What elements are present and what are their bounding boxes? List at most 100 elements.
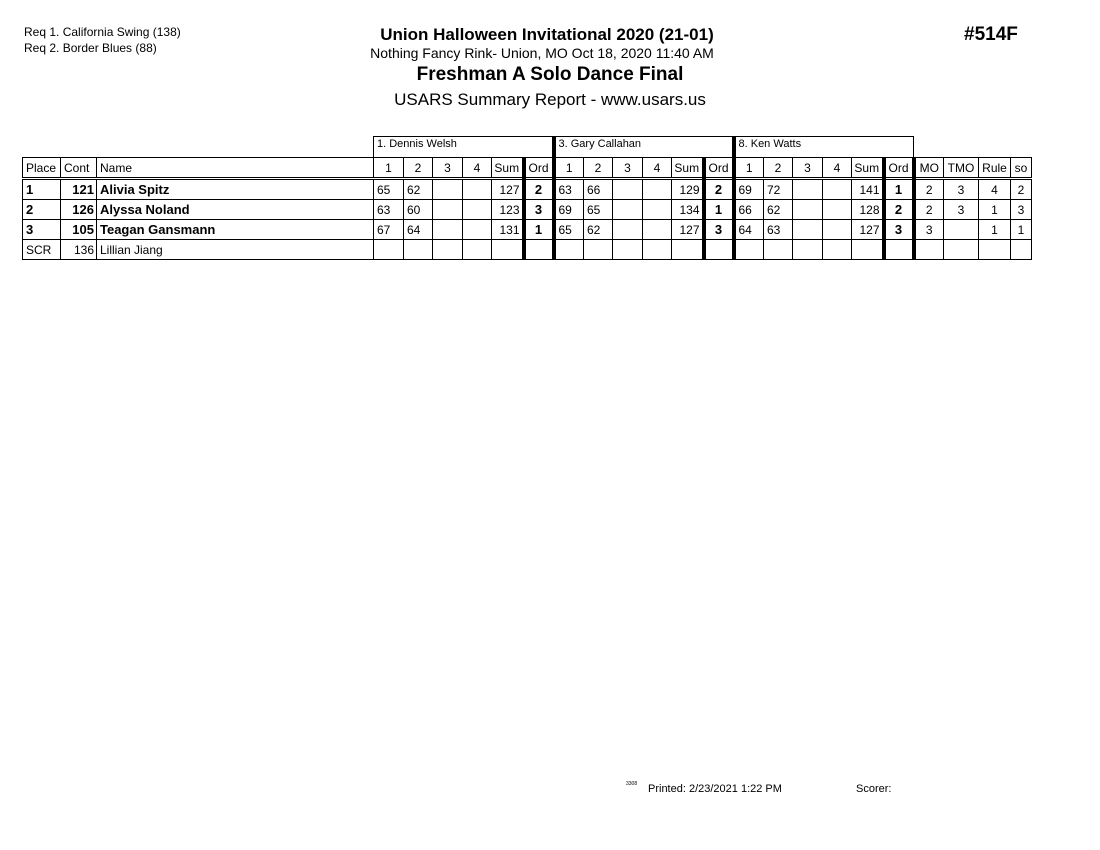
mark-cell (792, 219, 823, 240)
header-rule: Rule (978, 157, 1011, 180)
header-mark: 4 (642, 157, 672, 180)
mark-cell (432, 219, 463, 240)
mo-cell (911, 239, 944, 260)
so-cell: 2 (1010, 178, 1032, 200)
mo-cell: 2 (911, 178, 944, 200)
mark-cell: 65 (583, 199, 613, 220)
cont-cell: 121 (60, 178, 97, 200)
sum-cell: 127 (671, 219, 704, 240)
mark-cell: 64 (403, 219, 433, 240)
mo-cell: 3 (911, 219, 944, 240)
ordinal-cell (701, 239, 734, 260)
header-name: Name (96, 157, 374, 180)
place-cell: 2 (22, 199, 61, 220)
ordinal-cell: 2 (701, 178, 734, 200)
results-table: 1. Dennis Welsh 3. Gary Callahan 8. Ken Wa… (22, 136, 1032, 260)
ordinal-cell: 3 (881, 219, 914, 240)
mark-cell (642, 239, 672, 260)
header-so: so (1010, 157, 1032, 180)
ordinal-cell: 2 (521, 178, 554, 200)
rule-cell (978, 239, 1011, 260)
header-ord: Ord (521, 157, 554, 180)
mark-cell (612, 199, 643, 220)
header-mark: 1 (731, 157, 764, 180)
place-cell: SCR (22, 239, 61, 260)
mark-cell: 63 (763, 219, 793, 240)
mark-cell (462, 178, 492, 200)
mark-cell (612, 239, 643, 260)
mark-cell: 72 (763, 178, 793, 200)
mark-cell (432, 239, 463, 260)
header-mark: 3 (792, 157, 823, 180)
mo-cell: 2 (911, 199, 944, 220)
mark-cell: 69 (731, 178, 764, 200)
mark-cell: 63 (373, 199, 404, 220)
mark-cell (822, 219, 852, 240)
name-cell: Alyssa Noland (96, 199, 374, 220)
mark-cell (642, 199, 672, 220)
header-mark: 1 (551, 157, 584, 180)
judge-name: 3. Gary Callahan (551, 136, 734, 158)
header-mark: 4 (462, 157, 492, 180)
mark-cell (642, 178, 672, 200)
mark-cell: 65 (551, 219, 584, 240)
sum-cell: 128 (851, 199, 884, 220)
cont-cell: 126 (60, 199, 97, 220)
mark-cell: 64 (731, 219, 764, 240)
requirement-2: Req 2. Border Blues (88) (24, 41, 157, 55)
ordinal-cell: 1 (881, 178, 914, 200)
sum-cell: 131 (491, 219, 524, 240)
mark-cell: 66 (583, 178, 613, 200)
mark-cell (462, 199, 492, 220)
mark-cell: 67 (373, 219, 404, 240)
mark-cell (462, 239, 492, 260)
mark-cell (373, 239, 404, 260)
mark-cell: 62 (763, 199, 793, 220)
rule-cell: 1 (978, 199, 1011, 220)
so-cell (1010, 239, 1032, 260)
judge-name: 1. Dennis Welsh (373, 136, 554, 158)
header-mark: 3 (612, 157, 643, 180)
blank-cell (23, 137, 374, 158)
header-sum: Sum (851, 157, 884, 180)
tmo-cell (943, 219, 979, 240)
header-cont: Cont (60, 157, 97, 180)
place-cell: 1 (22, 178, 61, 200)
table-row: 1 121 Alivia Spitz 65 62 127 2 63 66 129 2 69 72 141 1… (22, 178, 1032, 200)
sum-cell: 134 (671, 199, 704, 220)
mark-cell (642, 219, 672, 240)
ordinal-cell: 3 (701, 219, 734, 240)
mark-cell (462, 219, 492, 240)
mark-cell: 62 (583, 219, 613, 240)
table-row: 2 126 Alyssa Noland 63 60 123 3 69 65 134 1 66 62 128… (22, 199, 1032, 220)
mark-cell (612, 178, 643, 200)
rule-cell: 4 (978, 178, 1011, 200)
tmo-cell (943, 239, 979, 260)
venue-date: Nothing Fancy Rink- Union, MO Oct 18, 20… (370, 45, 714, 61)
judge-name: 8. Ken Watts (731, 136, 914, 158)
event-number: #514F (964, 24, 1018, 45)
ordinal-cell (881, 239, 914, 260)
sum-cell (671, 239, 704, 260)
mark-cell (822, 239, 852, 260)
footer-code: 3308 (626, 781, 638, 787)
header-sum: Sum (671, 157, 704, 180)
sum-cell: 127 (851, 219, 884, 240)
table-row: 3 105 Teagan Gansmann 67 64 131 1 65 62 127 3 64 63 1… (22, 219, 1032, 240)
judge-header-row: 1. Dennis Welsh 3. Gary Callahan 8. Ken Wa… (23, 136, 1032, 158)
tmo-cell: 3 (943, 178, 979, 200)
name-cell: Teagan Gansmann (96, 219, 374, 240)
mark-cell (583, 239, 613, 260)
so-cell: 1 (1010, 219, 1032, 240)
sum-cell (491, 239, 524, 260)
printed-date: Printed: 2/23/2021 1:22 PM (648, 783, 782, 795)
header-mo: MO (911, 157, 944, 180)
so-cell: 3 (1010, 199, 1032, 220)
header-sum: Sum (491, 157, 524, 180)
competition-title: Union Halloween Invitational 2020 (21-01… (380, 25, 714, 44)
cont-cell: 136 (60, 239, 97, 260)
cont-cell: 105 (60, 219, 97, 240)
tmo-cell: 3 (943, 199, 979, 220)
header-mark: 2 (403, 157, 433, 180)
scorer-label: Scorer: (856, 783, 892, 795)
